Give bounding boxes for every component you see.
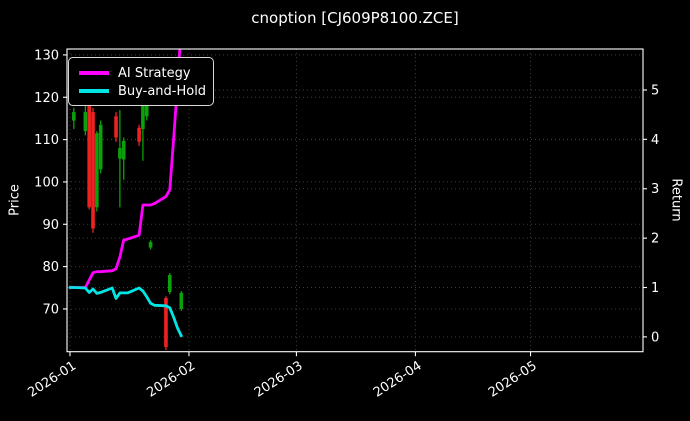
return-axis-label: Return (668, 178, 684, 222)
price-tick-label: 80 (42, 260, 59, 275)
candle-body (179, 292, 184, 309)
price-axis-label: Price (7, 184, 23, 216)
tick-marks (63, 54, 647, 357)
price-tick-label: 120 (34, 91, 59, 106)
buy-and-hold-line-swatch (79, 89, 109, 93)
candle-body (148, 242, 153, 248)
price-tick-label: 70 (42, 302, 59, 317)
candle-body (83, 112, 88, 132)
price-tick-label: 110 (34, 133, 59, 148)
candle-body (164, 297, 168, 348)
candle-body (118, 148, 122, 159)
candle-body (144, 105, 149, 117)
date-tick-label: 2026-04 (371, 358, 425, 400)
candle-body (95, 133, 99, 208)
candle-body (137, 127, 141, 142)
legend-label-ai-strategy: AI Strategy (118, 65, 191, 81)
return-tick-label: 2 (651, 232, 659, 247)
date-tick-label: 2026-03 (252, 358, 306, 400)
series-line (68, 49, 182, 289)
candle-body (72, 112, 76, 121)
ai-strategy-line-swatch (79, 71, 109, 75)
candle-body (114, 116, 118, 138)
return-tick-label: 0 (651, 330, 659, 345)
return-tick-label: 1 (651, 281, 659, 296)
series-ai-strategy (68, 49, 182, 289)
price-tick-label: 130 (34, 48, 59, 63)
series-buy-and-hold (68, 286, 183, 338)
candlesticks (72, 99, 184, 351)
candle-body (87, 104, 91, 208)
legend-item-buy-and-hold: Buy-and-Hold (79, 82, 207, 100)
price-tick-label: 90 (42, 218, 59, 233)
price-tick-label: 100 (34, 175, 59, 190)
date-tick-label: 2026-05 (486, 358, 540, 400)
legend: AI Strategy Buy-and-Hold (68, 57, 214, 106)
date-tick-label: 2026-01 (25, 358, 79, 400)
legend-item-ai-strategy: AI Strategy (79, 64, 205, 82)
series-line (68, 286, 183, 338)
candle-body (121, 140, 126, 160)
plot-frame (66, 48, 644, 353)
candle-body (98, 124, 103, 170)
return-tick-label: 5 (651, 83, 659, 98)
candle-body (167, 275, 172, 293)
chart-title: cnoption [CJ609P8100.ZCE] (251, 9, 459, 27)
return-tick-label: 3 (651, 182, 659, 197)
return-tick-label: 4 (651, 133, 659, 148)
candle-body (141, 101, 145, 130)
legend-label-buy-and-hold: Buy-and-Hold (118, 83, 207, 99)
candle-body (91, 112, 95, 229)
date-tick-label: 2026-02 (144, 358, 198, 400)
